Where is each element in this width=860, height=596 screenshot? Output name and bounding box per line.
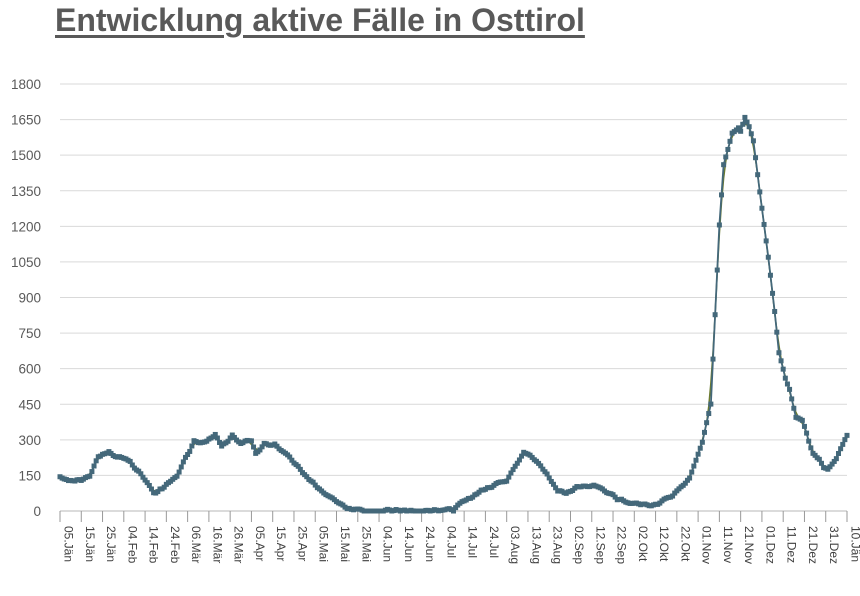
svg-text:05.Apr: 05.Apr bbox=[253, 526, 267, 561]
svg-text:02.Sep: 02.Sep bbox=[572, 526, 586, 564]
svg-text:1350: 1350 bbox=[11, 184, 41, 199]
svg-text:1500: 1500 bbox=[11, 148, 41, 163]
svg-text:150: 150 bbox=[18, 468, 41, 483]
svg-text:25.Jän: 25.Jän bbox=[104, 526, 118, 562]
svg-text:450: 450 bbox=[18, 397, 41, 412]
svg-text:31.Dez: 31.Dez bbox=[827, 526, 841, 564]
svg-text:0: 0 bbox=[33, 504, 41, 519]
svg-text:12.Okt: 12.Okt bbox=[657, 526, 671, 562]
svg-text:300: 300 bbox=[18, 433, 41, 448]
svg-text:14.Jul: 14.Jul bbox=[466, 526, 480, 558]
svg-text:01.Nov: 01.Nov bbox=[700, 526, 714, 564]
svg-text:13.Aug: 13.Aug bbox=[529, 526, 543, 564]
svg-text:03.Aug: 03.Aug bbox=[508, 526, 522, 564]
svg-text:15.Mai: 15.Mai bbox=[338, 526, 352, 562]
svg-text:24.Jun: 24.Jun bbox=[423, 526, 437, 562]
svg-text:04.Feb: 04.Feb bbox=[125, 526, 139, 564]
svg-text:15.Apr: 15.Apr bbox=[274, 526, 288, 561]
svg-text:04.Jun: 04.Jun bbox=[381, 526, 395, 562]
svg-text:26.Mär: 26.Mär bbox=[232, 526, 246, 563]
svg-text:16.Mär: 16.Mär bbox=[210, 526, 224, 563]
svg-text:22.Sep: 22.Sep bbox=[615, 526, 629, 564]
svg-text:05.Mai: 05.Mai bbox=[317, 526, 331, 562]
svg-text:04.Jul: 04.Jul bbox=[444, 526, 458, 558]
svg-text:600: 600 bbox=[18, 362, 41, 377]
svg-text:21.Nov: 21.Nov bbox=[742, 526, 756, 564]
svg-text:10.Jän: 10.Jän bbox=[849, 526, 860, 562]
svg-text:22.Okt: 22.Okt bbox=[678, 526, 692, 562]
svg-text:02.Okt: 02.Okt bbox=[636, 526, 650, 562]
svg-text:750: 750 bbox=[18, 326, 41, 341]
svg-text:05.Jän: 05.Jän bbox=[62, 526, 76, 562]
svg-text:11.Dez: 11.Dez bbox=[785, 526, 799, 563]
svg-text:06.Mär: 06.Mär bbox=[189, 526, 203, 563]
svg-text:24.Feb: 24.Feb bbox=[168, 526, 182, 564]
svg-text:23.Aug: 23.Aug bbox=[551, 526, 565, 564]
svg-text:24.Jul: 24.Jul bbox=[487, 526, 501, 558]
svg-text:21.Dez: 21.Dez bbox=[806, 526, 820, 564]
svg-text:15.Jän: 15.Jän bbox=[83, 526, 97, 562]
svg-text:11.Nov: 11.Nov bbox=[721, 526, 735, 563]
svg-text:900: 900 bbox=[18, 291, 41, 306]
svg-text:12.Sep: 12.Sep bbox=[593, 526, 607, 564]
svg-text:1800: 1800 bbox=[11, 77, 41, 92]
svg-text:14.Jun: 14.Jun bbox=[402, 526, 416, 562]
svg-text:01.Dez: 01.Dez bbox=[763, 526, 777, 564]
svg-text:14.Feb: 14.Feb bbox=[147, 526, 161, 564]
svg-text:25.Apr: 25.Apr bbox=[295, 526, 309, 561]
svg-text:1650: 1650 bbox=[11, 113, 41, 128]
svg-text:25.Mai: 25.Mai bbox=[359, 526, 373, 562]
svg-text:1050: 1050 bbox=[11, 255, 41, 270]
svg-text:1200: 1200 bbox=[11, 219, 41, 234]
